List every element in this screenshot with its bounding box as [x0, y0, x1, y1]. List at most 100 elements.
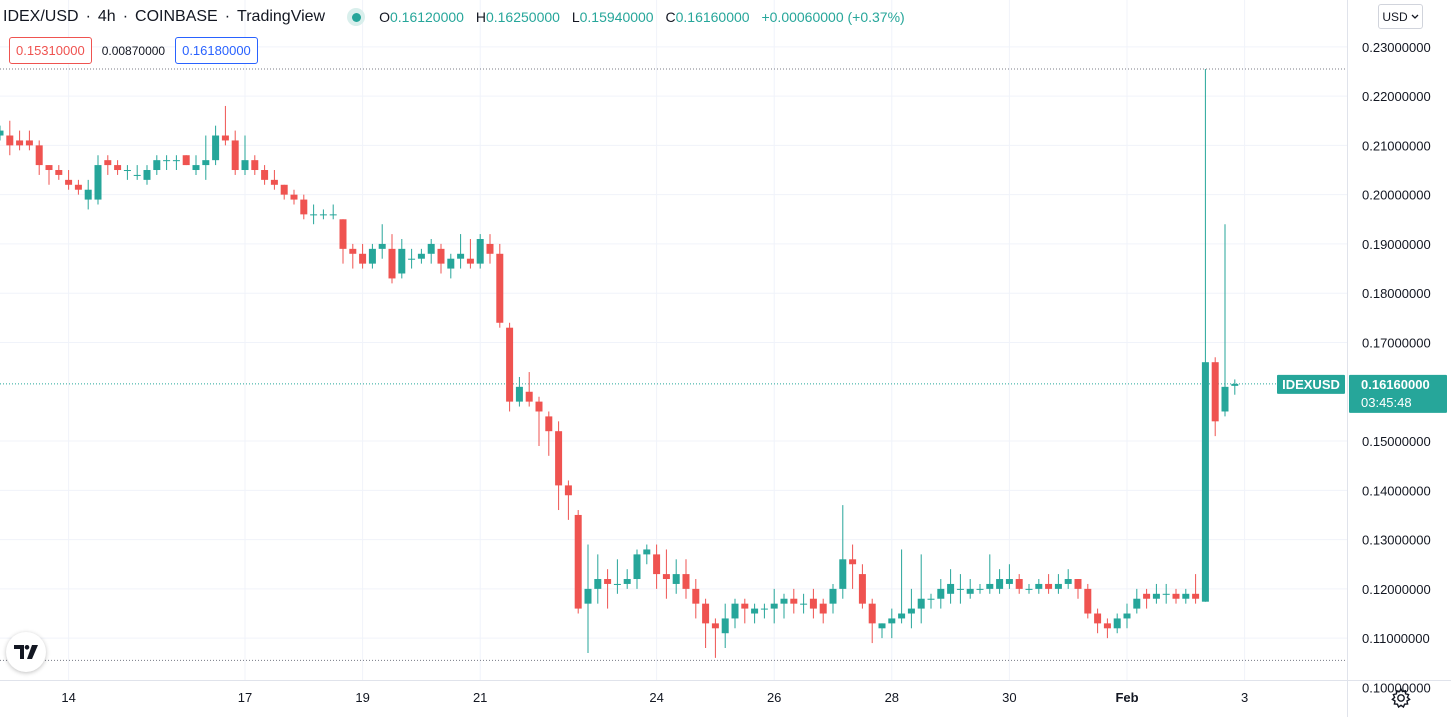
- candle-down: [45, 165, 53, 185]
- separator: ·: [224, 8, 231, 25]
- symbol-title[interactable]: IDEX/USD: [3, 8, 79, 25]
- candle-body: [966, 588, 974, 594]
- y-tick-label: 0.15000000: [1362, 434, 1431, 449]
- candle-up: [398, 239, 406, 279]
- candle-up: [770, 588, 778, 624]
- candle-body: [300, 199, 308, 215]
- separator: ·: [122, 8, 129, 25]
- candle-down: [1211, 357, 1219, 437]
- tradingview-logo-icon[interactable]: [6, 632, 46, 672]
- candle-body: [1221, 386, 1229, 412]
- candle-down: [555, 421, 563, 511]
- candle-up: [1231, 379, 1239, 395]
- candle-up: [760, 603, 768, 619]
- candle-body: [702, 603, 710, 624]
- candle-body: [545, 416, 553, 432]
- candle-down: [55, 165, 63, 180]
- candle-body: [731, 603, 739, 619]
- candle-up: [986, 554, 994, 594]
- close-value: 0.16160000: [675, 9, 750, 25]
- candle-up: [457, 234, 465, 269]
- candle-body: [496, 253, 504, 323]
- candle-down: [849, 544, 857, 589]
- candle-body: [143, 170, 151, 180]
- settings-gear-icon[interactable]: [1389, 686, 1413, 710]
- candle-up: [966, 579, 974, 599]
- currency-selector[interactable]: USD: [1378, 4, 1423, 29]
- candle-body: [839, 559, 847, 589]
- candle-body: [221, 135, 229, 141]
- candle-body: [1192, 593, 1200, 599]
- candle-down: [35, 140, 43, 175]
- candle-body: [6, 135, 14, 146]
- candle-down: [1094, 608, 1102, 634]
- y-tick-label: 0.22000000: [1362, 89, 1431, 104]
- candle-body: [241, 160, 249, 171]
- candle-body: [1133, 598, 1141, 609]
- candle-up: [927, 593, 935, 609]
- grid-layer: [0, 0, 1347, 688]
- candle-down: [182, 155, 190, 166]
- candle-body: [525, 391, 533, 402]
- candle-up: [143, 165, 151, 185]
- price-axis-panel: [1347, 0, 1451, 717]
- x-tick-label: Feb: [1115, 690, 1138, 705]
- candle-down: [574, 510, 582, 614]
- candle-body: [94, 165, 102, 200]
- candle-down: [6, 120, 14, 156]
- candle-body: [1005, 579, 1013, 584]
- candle-up: [633, 549, 641, 589]
- candle-down: [1143, 588, 1151, 609]
- stop-price-box[interactable]: 0.15310000: [9, 37, 92, 64]
- spread-value: 0.00870000: [101, 43, 166, 58]
- x-tick-label: 3: [1241, 690, 1248, 705]
- candle-body: [584, 588, 592, 604]
- candle-down: [104, 155, 112, 175]
- candle-body: [1054, 583, 1062, 589]
- x-tick-label: 14: [61, 690, 75, 705]
- candle-down: [692, 579, 700, 619]
- candle-up: [1152, 583, 1160, 604]
- candle-body: [868, 603, 876, 624]
- candle-body: [662, 574, 670, 580]
- candle-down: [662, 549, 670, 599]
- candle-body: [1211, 362, 1219, 422]
- candle-up: [623, 569, 631, 589]
- candle-body: [212, 135, 220, 161]
- time-axis-panel: [0, 680, 1347, 717]
- interval-label[interactable]: 4h: [97, 8, 116, 25]
- candle-body: [604, 579, 612, 584]
- candle-up: [133, 165, 141, 180]
- candle-body: [133, 174, 141, 176]
- candle-up: [584, 544, 592, 653]
- candle-up: [310, 204, 318, 225]
- candle-body: [290, 194, 298, 200]
- separator: ·: [85, 8, 91, 25]
- candle-up: [1221, 224, 1229, 417]
- candle-body: [809, 598, 817, 609]
- candle-down: [711, 618, 719, 658]
- candle-body: [398, 248, 406, 274]
- candle-body: [515, 386, 523, 402]
- candle-body: [1045, 583, 1053, 589]
- x-tick-label: 17: [238, 690, 252, 705]
- candle-body: [319, 214, 327, 216]
- price-tag-countdown: 03:45:48: [1361, 395, 1412, 410]
- candle-up: [731, 598, 739, 629]
- candle-up: [996, 569, 1004, 594]
- candle-down: [741, 598, 749, 624]
- candle-body: [956, 588, 964, 590]
- candle-body: [368, 248, 376, 264]
- candle-down: [280, 184, 288, 200]
- candle-body: [16, 140, 24, 146]
- target-price-box[interactable]: 0.16180000: [175, 37, 258, 64]
- candle-up: [643, 544, 651, 565]
- candle-up: [408, 248, 416, 269]
- candle-down: [790, 588, 798, 614]
- x-tick-label: 30: [1002, 690, 1016, 705]
- low-value: 0.15940000: [579, 9, 654, 25]
- candle-down: [682, 559, 690, 599]
- candle-up: [447, 253, 455, 279]
